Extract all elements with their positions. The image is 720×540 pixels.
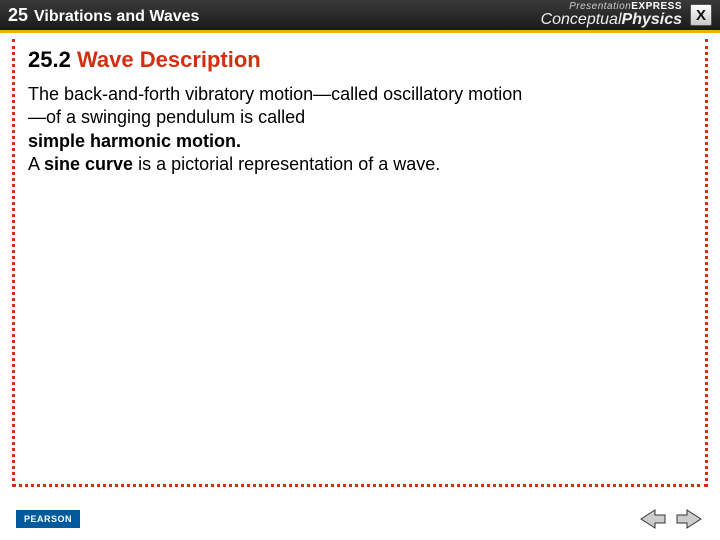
body-line-3-pre: A: [28, 154, 44, 174]
section-heading: 25.2 Wave Description: [28, 47, 692, 73]
arrow-right-icon: [675, 508, 703, 530]
close-icon: X: [696, 7, 706, 24]
brand-conceptual-physics: ConceptualPhysics: [541, 12, 682, 28]
chapter-number: 25: [8, 5, 28, 26]
term-sine-curve: sine curve: [44, 154, 133, 174]
footer: PEARSON: [0, 502, 720, 540]
next-button[interactable]: [674, 507, 704, 531]
term-simple-harmonic-motion: simple harmonic motion.: [28, 131, 241, 151]
section-title: Wave Description: [77, 47, 261, 72]
body-line-1: The back-and-forth vibratory motion—call…: [28, 84, 522, 104]
section-number: 25.2: [28, 47, 71, 72]
chapter-heading: 25 Vibrations and Waves: [8, 5, 199, 26]
arrow-left-icon: [639, 508, 667, 530]
prev-button[interactable]: [638, 507, 668, 531]
title-bar: 25 Vibrations and Waves PresentationEXPR…: [0, 0, 720, 30]
publisher-logo: PEARSON: [16, 510, 80, 528]
body-line-2: —of a swinging pendulum is called: [28, 107, 305, 127]
body-line-3-post: is a pictorial representation of a wave.: [133, 154, 440, 174]
chapter-title: Vibrations and Waves: [34, 8, 199, 26]
brand-area: PresentationEXPRESS ConceptualPhysics X: [541, 2, 712, 28]
body-text: The back-and-forth vibratory motion—call…: [28, 83, 668, 177]
brand-stack: PresentationEXPRESS ConceptualPhysics: [541, 2, 682, 28]
nav-arrows: [638, 507, 704, 531]
close-button[interactable]: X: [690, 4, 712, 26]
content-area: 25.2 Wave Description The back-and-forth…: [0, 33, 720, 493]
